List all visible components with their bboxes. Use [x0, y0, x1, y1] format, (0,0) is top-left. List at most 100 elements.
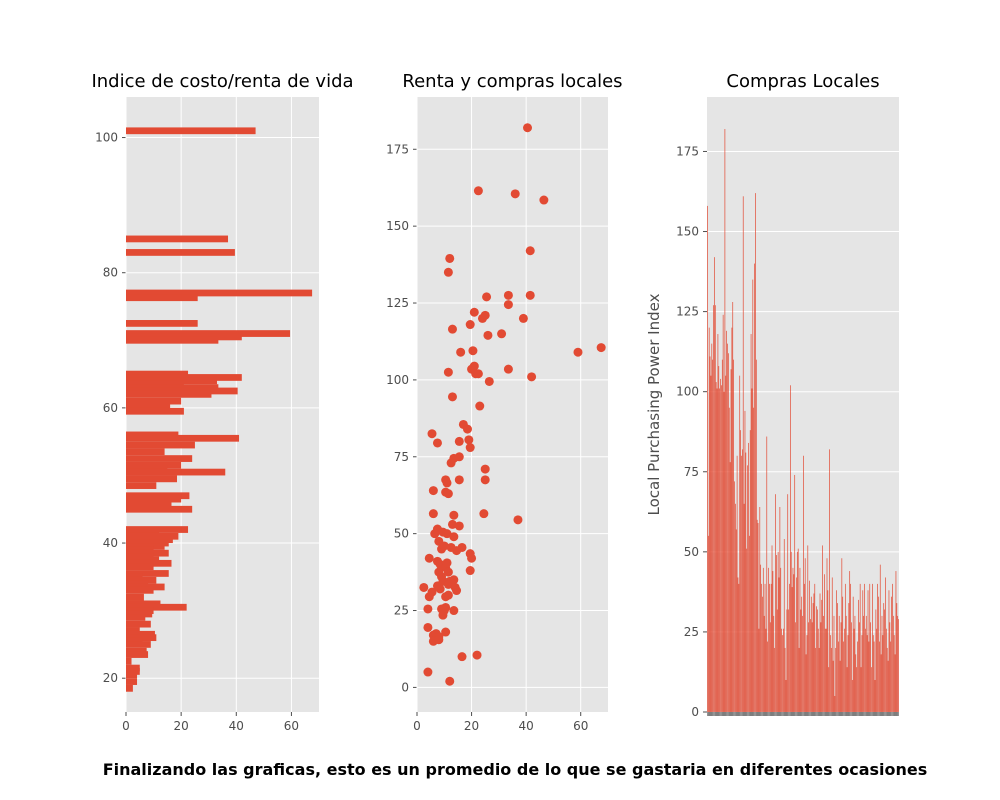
bar — [866, 635, 868, 712]
chart-1: 20 40 60 80 100 0 20 40 60 Indice de costo/renta … — [91, 71, 353, 733]
bar — [731, 327, 733, 712]
bar — [824, 574, 825, 712]
bar — [747, 465, 748, 712]
bar — [711, 343, 713, 712]
bar — [126, 495, 182, 503]
bar — [767, 641, 769, 712]
bar — [801, 596, 803, 712]
bar — [771, 545, 773, 712]
bar — [817, 609, 818, 712]
bar — [126, 294, 198, 302]
bar — [809, 580, 810, 712]
y-tick-label: 0 — [401, 680, 409, 694]
bar — [825, 628, 827, 712]
bar — [857, 641, 858, 712]
bar — [870, 622, 871, 712]
bar — [716, 388, 718, 712]
bar — [831, 577, 833, 712]
scatter-point — [435, 584, 445, 594]
bar — [811, 622, 813, 712]
bar — [847, 635, 849, 712]
scatter-point — [454, 436, 464, 446]
scatter-point — [447, 519, 457, 529]
bar — [837, 603, 838, 712]
y-tick-label: 150 — [676, 225, 699, 239]
bar — [708, 327, 710, 712]
bar — [728, 407, 730, 712]
bar — [768, 567, 769, 712]
bar — [894, 654, 896, 712]
bar — [875, 609, 877, 712]
bar — [126, 336, 219, 344]
bar — [724, 129, 726, 712]
scatter-point — [465, 320, 475, 330]
bar — [787, 494, 789, 712]
scatter-point — [479, 509, 489, 519]
bar — [874, 679, 876, 712]
bar — [859, 583, 861, 712]
scatter-point — [539, 195, 549, 205]
bar — [828, 667, 830, 712]
bar — [862, 590, 864, 712]
x-tick-label: 40 — [229, 719, 244, 733]
bar — [883, 603, 885, 712]
bar — [816, 606, 817, 712]
bar — [856, 667, 858, 712]
bar — [126, 475, 178, 483]
bar — [784, 647, 786, 712]
y-tick-label: 175 — [386, 142, 409, 156]
bar — [851, 679, 853, 712]
bar — [762, 596, 763, 712]
bar — [707, 535, 709, 712]
scatter-point — [480, 310, 490, 320]
bar — [766, 436, 768, 712]
y-tick-label: 80 — [103, 266, 118, 280]
bar — [879, 641, 880, 712]
bar — [126, 607, 154, 615]
scatter-point — [527, 372, 537, 382]
bar — [796, 577, 797, 712]
bar — [126, 678, 138, 685]
bar — [843, 641, 844, 712]
bar — [728, 353, 729, 712]
bar — [802, 615, 803, 712]
scatter-point — [525, 290, 535, 300]
bar — [892, 583, 893, 712]
bar — [126, 390, 212, 398]
bar — [792, 567, 794, 712]
bar — [789, 583, 790, 712]
bar — [897, 615, 899, 712]
bar — [818, 647, 820, 712]
scatter-point — [475, 401, 485, 411]
bar — [865, 628, 866, 712]
bar — [741, 455, 742, 712]
bar — [833, 615, 835, 712]
scatter-point — [473, 369, 483, 379]
figure-caption: Finalizando las graficas, esto es un pro… — [102, 760, 928, 779]
bar — [126, 563, 154, 571]
bar — [746, 548, 748, 712]
bar — [732, 302, 734, 712]
bar — [799, 567, 801, 712]
bar — [735, 503, 736, 712]
x-tick-label: 20 — [464, 719, 479, 733]
bar — [836, 590, 837, 712]
scatter-point — [469, 361, 479, 371]
bar — [126, 441, 195, 449]
bar — [733, 359, 734, 712]
bar — [805, 654, 807, 712]
bar — [126, 397, 182, 405]
scatter-point — [483, 330, 493, 340]
scatter-point — [427, 429, 437, 439]
scatter-point — [419, 582, 429, 592]
bar — [774, 647, 775, 712]
bar — [806, 635, 808, 712]
bar — [848, 603, 850, 712]
bar — [751, 388, 753, 712]
bar — [723, 391, 725, 712]
bar — [821, 599, 823, 712]
bar — [713, 305, 714, 712]
bar — [748, 442, 749, 712]
bar — [898, 619, 899, 712]
bar — [872, 635, 874, 712]
